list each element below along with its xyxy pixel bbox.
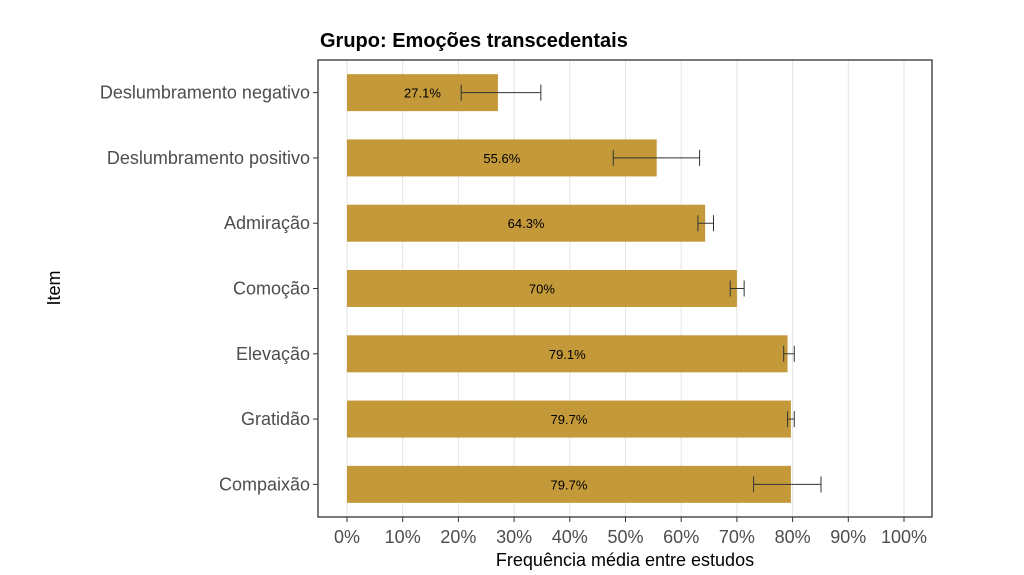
y-tick-label: Compaixão xyxy=(219,474,310,494)
data-label: 79.1% xyxy=(549,347,586,362)
bar xyxy=(347,465,791,503)
data-label: 79.7% xyxy=(551,477,588,492)
x-tick-label: 100% xyxy=(881,527,927,547)
x-tick-labels: 0% 10% 20% 30% 40% 50% 60% 70% 80% 90% 100% xyxy=(334,517,927,547)
x-tick-label: 40% xyxy=(552,527,588,547)
data-labels: 27.1% 55.6% 64.3% 70% 79.1% 79.7% 79.7% xyxy=(404,86,588,493)
bar xyxy=(347,270,737,307)
bar xyxy=(347,400,791,438)
data-label: 70% xyxy=(529,282,555,297)
data-label: 55.6% xyxy=(483,151,520,166)
x-tick-label: 0% xyxy=(334,527,360,547)
y-axis-label: Item xyxy=(44,270,64,305)
y-tick-labels: Deslumbramento negativo Deslumbramento po… xyxy=(100,83,318,494)
x-tick-label: 30% xyxy=(496,527,532,547)
x-axis-label: Frequência média entre estudos xyxy=(496,550,754,570)
x-tick-label: 10% xyxy=(385,527,421,547)
bar xyxy=(347,204,706,242)
error-bars xyxy=(460,84,822,493)
data-label: 27.1% xyxy=(404,86,441,101)
x-tick-label: 90% xyxy=(830,527,866,547)
data-label: 79.7% xyxy=(551,412,588,427)
x-tick-label: 20% xyxy=(440,527,476,547)
x-tick-label: 70% xyxy=(719,527,755,547)
y-tick-label: Deslumbramento positivo xyxy=(107,148,310,168)
bars xyxy=(347,74,791,503)
bar xyxy=(347,335,788,373)
x-tick-label: 50% xyxy=(607,527,643,547)
chart-title: Grupo: Emoções transcedentais xyxy=(320,30,628,52)
bar xyxy=(347,139,657,177)
y-tick-label: Admiração xyxy=(224,213,310,233)
y-tick-label: Deslumbramento negativo xyxy=(100,83,310,103)
y-tick-label: Elevação xyxy=(236,344,310,364)
y-tick-label: Comoção xyxy=(233,279,310,299)
y-tick-label: Gratidão xyxy=(241,409,310,429)
x-tick-label: 80% xyxy=(775,527,811,547)
data-label: 64.3% xyxy=(508,216,545,231)
x-tick-label: 60% xyxy=(663,527,699,547)
